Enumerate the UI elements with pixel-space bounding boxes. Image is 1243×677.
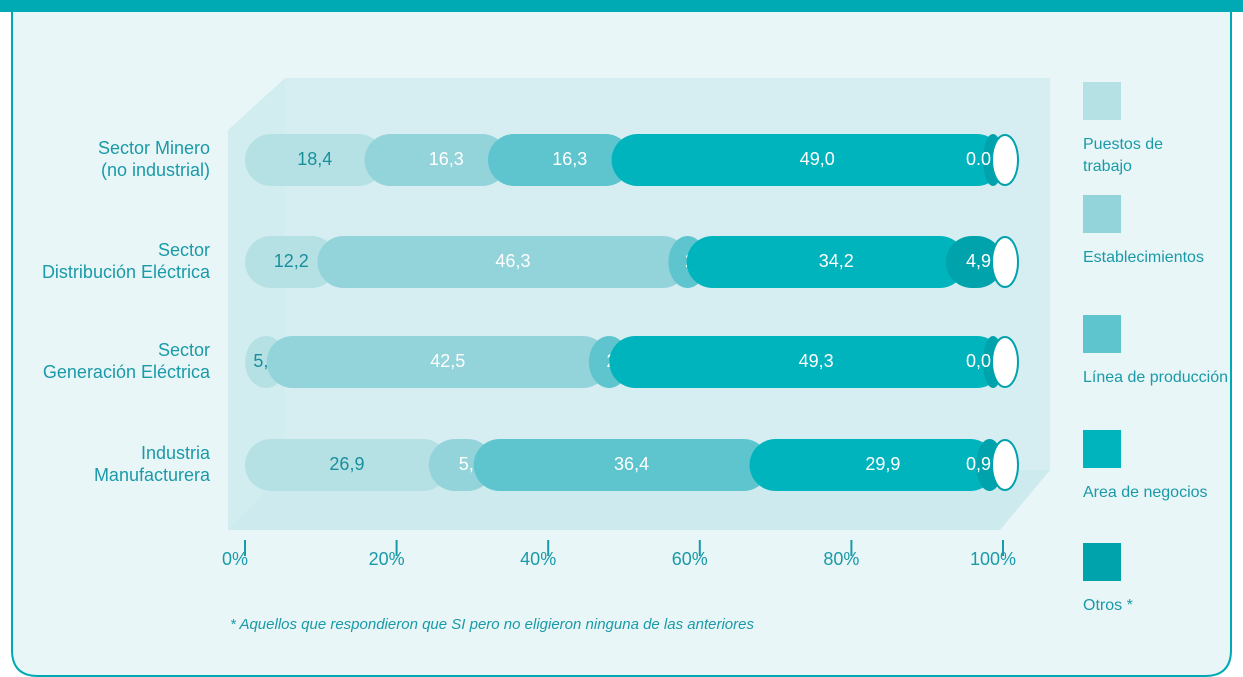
category-line: Sector [158, 340, 210, 360]
category-line: Sector Minero [98, 138, 210, 158]
value-label: 16,3 [552, 149, 587, 169]
legend-label: Puestos de trabajo [1083, 136, 1164, 175]
bar-segment [749, 439, 997, 491]
value-label: 12,2 [274, 251, 309, 271]
value-label: 0,0 [966, 351, 991, 371]
bar-segment [611, 134, 1003, 186]
category-label: Sector Minero (no industrial) [98, 138, 210, 180]
category-label: Industria Manufacturera [94, 443, 211, 485]
value-label: 42,5 [430, 351, 465, 371]
legend-swatch [1083, 430, 1121, 468]
legend-swatch [1083, 82, 1121, 120]
value-label: 16,3 [429, 149, 464, 169]
bar-end-cap [991, 439, 1019, 491]
value-label: 18,4 [297, 149, 332, 169]
bar-segment [945, 236, 1003, 288]
legend-swatch [1083, 543, 1121, 581]
bar-end-cap [991, 236, 1019, 288]
bar-segment [245, 439, 449, 491]
category-line: Generación Eléctrica [43, 362, 211, 382]
left-wall [228, 78, 285, 530]
x-tick-label: 40% [520, 549, 556, 569]
category-line: (no industrial) [101, 160, 210, 180]
legend-swatch [1083, 195, 1121, 233]
legend-label: Línea de producción [1083, 369, 1228, 386]
x-tick-label: 0% [222, 549, 248, 569]
x-tick-label: 80% [823, 549, 859, 569]
bar-segment [245, 236, 338, 288]
value-label: 36,4 [614, 454, 649, 474]
bar-end-cap [991, 134, 1019, 186]
bar-segment [473, 439, 770, 491]
value-label: 0,9 [966, 454, 991, 474]
bar-segment [686, 236, 966, 288]
legend-label: Area de negocios [1083, 484, 1208, 501]
bar-segment [266, 336, 609, 388]
value-label: 46,3 [495, 251, 530, 271]
value-label: 29,9 [865, 454, 900, 474]
category-label: Sector Distribución Eléctrica [42, 240, 211, 282]
legend-label: Establecimientos [1083, 249, 1204, 266]
bar-segment [317, 236, 689, 288]
x-tick-label: 20% [369, 549, 405, 569]
value-label: 49,0 [800, 149, 835, 169]
value-label: 0.0 [966, 149, 991, 169]
bar-segment [488, 134, 632, 186]
bar-segment [364, 134, 509, 186]
bar-end-cap [991, 336, 1019, 388]
top-bar [0, 0, 1243, 12]
footnote: * Aquellos que respondieron que SI pero … [230, 616, 754, 633]
category-line: Industria [141, 443, 211, 463]
legend-swatch [1083, 315, 1121, 353]
x-tick-label: 60% [672, 549, 708, 569]
value-label: 34,2 [819, 251, 854, 271]
x-tick-label: 100% [970, 549, 1016, 569]
bar-segment [609, 336, 1003, 388]
legend-label: Otros * [1083, 597, 1133, 614]
value-label: 4,9 [966, 251, 991, 271]
value-label: 26,9 [329, 454, 364, 474]
bar-segment [245, 134, 385, 186]
category-label: Sector Generación Eléctrica [43, 340, 211, 382]
category-line: Sector [158, 240, 210, 260]
category-line: Distribución Eléctrica [42, 262, 211, 282]
value-label: 49,3 [799, 351, 834, 371]
category-line: Manufacturera [94, 465, 211, 485]
